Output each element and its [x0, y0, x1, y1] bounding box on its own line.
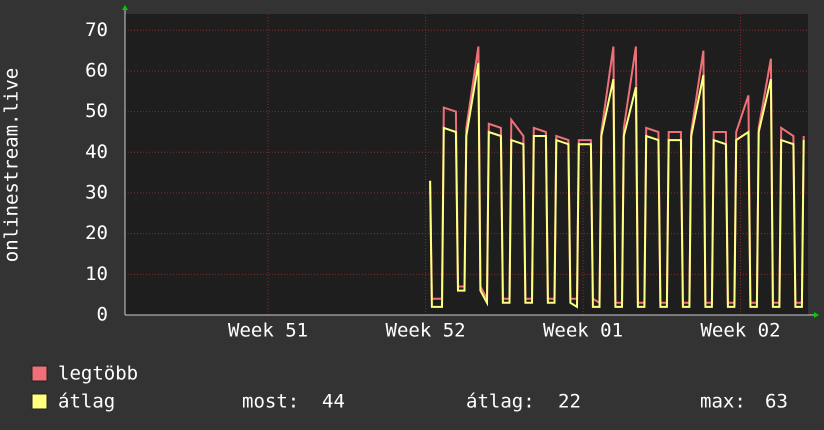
stat-value: 44 [322, 391, 345, 413]
legend-swatch [31, 393, 48, 410]
stat-value: 63 [765, 391, 788, 413]
series-line [429, 46, 805, 305]
x-tick-label: Week 51 [228, 320, 308, 342]
y-axis-label: onlinestream.live [1, 68, 23, 262]
axis-arrow [814, 312, 819, 318]
y-tick-label: 30 [85, 181, 108, 203]
x-tick-label: Week 01 [543, 320, 623, 342]
y-tick-label: 40 [85, 141, 108, 163]
stat-label: átlag: [466, 391, 535, 413]
legend-label: legtöbb [58, 363, 138, 385]
series-line [429, 62, 805, 309]
y-tick-label: 70 [85, 19, 108, 41]
y-tick-label: 20 [85, 222, 108, 244]
y-tick-label: 50 [85, 100, 108, 122]
y-tick-label: 10 [85, 263, 108, 285]
y-tick-label: 60 [85, 59, 108, 81]
stat-label: most: [242, 391, 299, 413]
legend-label: átlag [58, 391, 115, 413]
y-tick-label: 0 [97, 304, 108, 326]
legend-swatch [31, 365, 48, 382]
stat-label: max: [700, 391, 746, 413]
axis-arrow [122, 5, 128, 10]
x-tick-label: Week 52 [386, 320, 466, 342]
stat-value: 22 [558, 391, 581, 413]
x-tick-label: Week 02 [700, 320, 780, 342]
